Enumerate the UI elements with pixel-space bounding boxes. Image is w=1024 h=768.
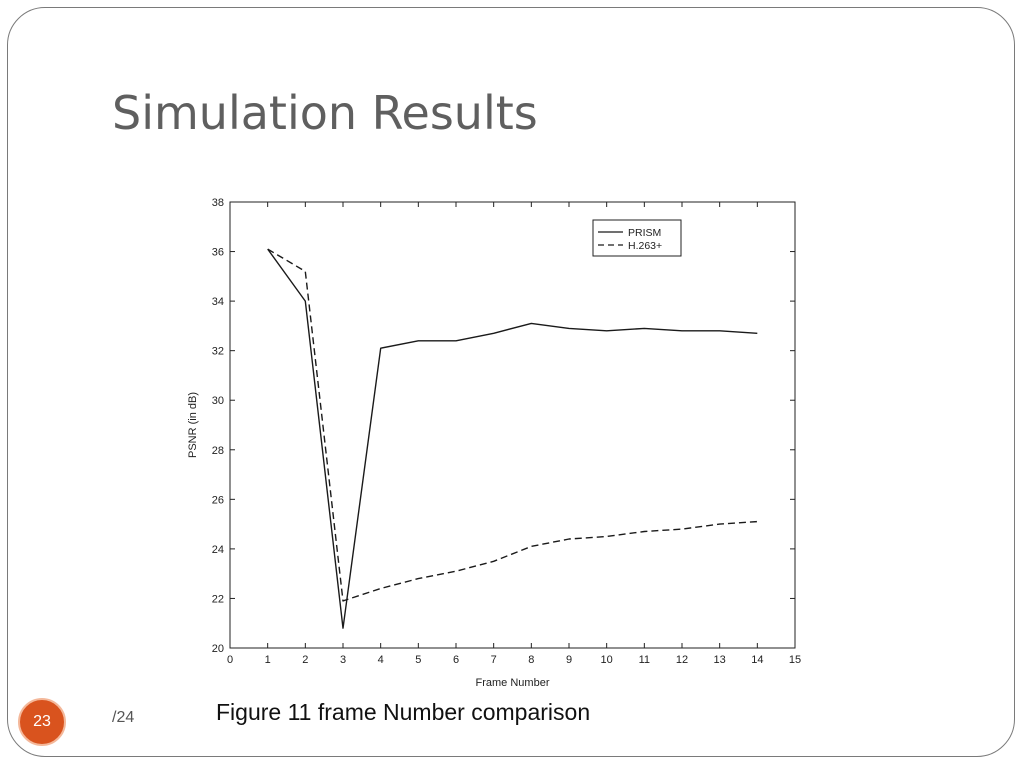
plot-area — [229, 201, 796, 649]
y-tick-label: 22 — [212, 593, 224, 605]
x-tick-label: 12 — [676, 654, 688, 666]
legend-entry: H.263+ — [628, 240, 662, 252]
chart-svg: 0 1 2 3 4 5 6 7 8 9 10 11 12 13 14 15202224262830323436… — [187, 197, 801, 689]
x-axis-label: Frame Number — [476, 677, 550, 689]
y-tick-label: 24 — [212, 544, 224, 556]
y-tick-label: 32 — [212, 346, 224, 358]
page-total: /24 — [112, 709, 135, 726]
series-line-h-263- — [267, 248, 758, 602]
x-tick-label: 15 — [789, 654, 801, 666]
x-tick-label: 1 — [265, 654, 271, 666]
x-tick-label: 11 — [639, 654, 650, 666]
page-number: 23 — [33, 713, 51, 730]
x-tick-label: 9 — [566, 654, 572, 666]
series-lines — [267, 248, 758, 629]
page-number-badge: 23 — [18, 698, 66, 746]
x-tick-label: 0 — [227, 654, 233, 666]
x-tick-label: 10 — [601, 654, 613, 666]
y-tick-label: 38 — [212, 197, 224, 209]
x-tick-label: 6 — [453, 654, 459, 666]
x-tick-label: 5 — [415, 654, 421, 666]
x-tick-label: 4 — [378, 654, 384, 666]
y-axis-label: PSNR (in dB) — [187, 392, 199, 458]
y-tick-label: 26 — [212, 494, 224, 506]
y-tick-label: 20 — [212, 643, 224, 655]
y-tick-label: 28 — [212, 445, 224, 457]
slide-title: Simulation Results — [112, 86, 538, 140]
x-tick-label: 2 — [302, 654, 308, 666]
psnr-chart: 0 1 2 3 4 5 6 7 8 9 10 11 12 13 14 15 20 22 24 26 28 30 32 34 36… — [180, 190, 810, 700]
y-tick-label: 34 — [212, 296, 224, 308]
x-tick-label: 14 — [751, 654, 763, 666]
legend-box — [592, 219, 682, 257]
legend-entry: PRISM — [628, 227, 661, 239]
axis-ticks: 0 1 2 3 4 5 6 7 8 9 10 11 12 13 14 15202224262830323436… — [212, 197, 801, 666]
y-tick-label: 30 — [212, 395, 224, 407]
series-line-prism — [267, 248, 758, 629]
x-tick-label: 8 — [528, 654, 534, 666]
x-tick-label: 7 — [491, 654, 497, 666]
figure-caption: Figure 11 frame Number comparison — [216, 699, 591, 725]
x-tick-label: 13 — [714, 654, 726, 666]
x-tick-label: 3 — [340, 654, 346, 666]
y-tick-label: 36 — [212, 247, 224, 259]
